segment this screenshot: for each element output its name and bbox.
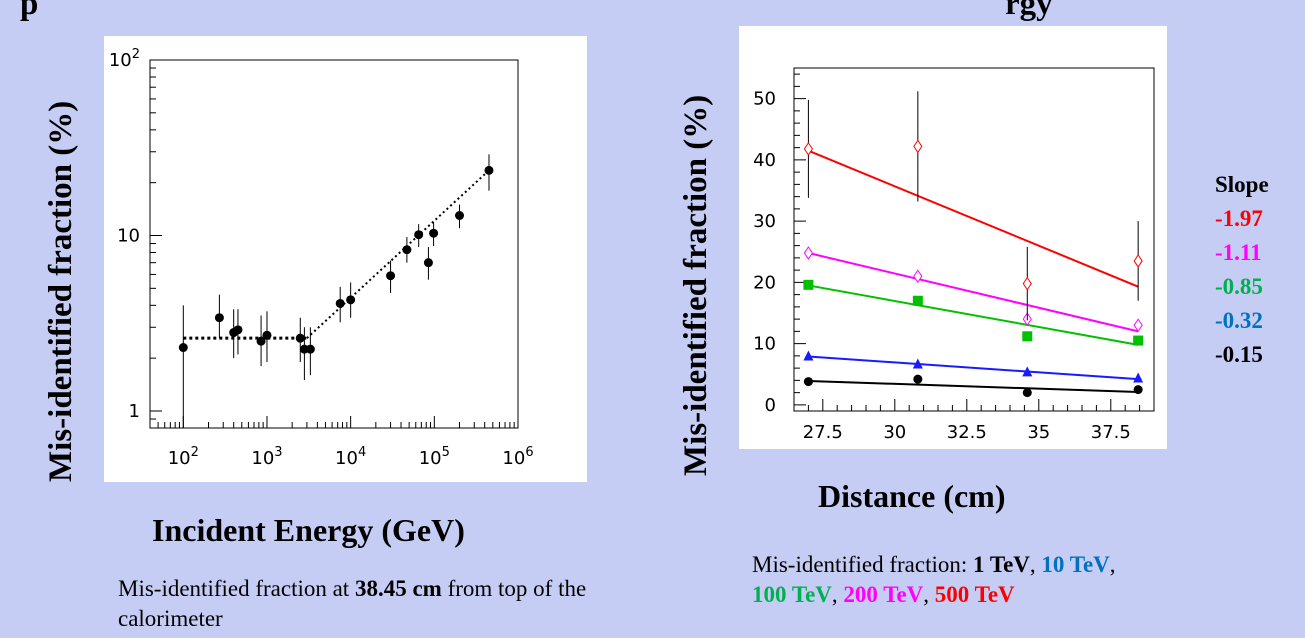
right-x-tick-label: 27.5 — [803, 422, 843, 443]
left-x-tick-label: 103 — [251, 445, 282, 469]
legend-item: 10 TeV — [1041, 552, 1110, 577]
left-data-point — [233, 325, 243, 335]
right-y-tick-label: 50 — [753, 89, 776, 110]
left-y-tick-label: 1 — [129, 401, 140, 422]
left-data-point — [295, 333, 305, 343]
left-plot-frame — [149, 59, 519, 429]
left-data-point — [455, 210, 465, 220]
left-y-tick-label: 102 — [109, 47, 140, 71]
left-data-point — [256, 336, 266, 346]
legend-item: 500 TeV — [934, 582, 1015, 607]
right-y-tick-label: 10 — [753, 334, 776, 355]
slope-value: -1.97 — [1215, 206, 1263, 231]
left-x-tick-label: 106 — [502, 445, 533, 469]
left-data-point — [305, 344, 315, 354]
right-data-point — [1133, 372, 1144, 383]
right-chart: 27.5 30 32.5 35 37.5 0 10 20 30 40 50 — [753, 67, 1155, 443]
left-x-tick-label: 105 — [419, 445, 450, 469]
left-data-point — [214, 313, 224, 323]
left-y-tick-label: 10 — [117, 225, 140, 246]
left-caption-pre: Mis-identified fraction at — [118, 576, 355, 601]
left-data-point — [346, 295, 356, 305]
slope-value: -0.15 — [1215, 342, 1263, 367]
left-data-point — [402, 245, 412, 255]
right-data-point — [1133, 385, 1143, 395]
left-data-point — [484, 165, 494, 175]
left-caption-bold: 38.45 cm — [354, 576, 442, 601]
right-data-point — [913, 374, 923, 384]
left-data-point — [178, 343, 188, 353]
legend-item: 200 TeV — [843, 582, 924, 607]
left-caption: Mis-identified fraction at 38.45 cm from… — [118, 574, 598, 634]
right-data-point — [912, 358, 923, 369]
right-data-point — [1022, 388, 1032, 398]
slope-value: -0.32 — [1215, 308, 1263, 333]
legend-item: 100 TeV — [752, 582, 832, 607]
legend-item: 1 TeV — [973, 552, 1030, 577]
right-x-tick-label: 37.5 — [1091, 422, 1131, 443]
slope-title: Slope — [1215, 172, 1269, 197]
left-x-tick-label: 104 — [335, 445, 366, 469]
right-data-point — [1022, 276, 1032, 291]
left-fit-line — [306, 169, 490, 339]
right-fit-line — [808, 149, 1139, 288]
left-data-point — [386, 271, 396, 281]
left-data-point — [414, 230, 424, 240]
left-x-axis-title: Incident Energy (GeV) — [152, 512, 465, 548]
left-data-point — [262, 330, 272, 340]
right-data-point — [803, 377, 813, 387]
top-cut-text-right: rgy — [1005, 0, 1053, 22]
right-fit-line — [808, 379, 1139, 394]
left-data-point — [335, 298, 345, 308]
right-chart-panel: 27.5 30 32.5 35 37.5 0 10 20 30 40 50 — [739, 26, 1167, 449]
right-data-point — [913, 139, 923, 154]
right-data-point — [1133, 335, 1144, 346]
right-data-point — [803, 246, 814, 260]
legend-line-1: 1 TeV, 10 TeV, — [973, 552, 1116, 577]
left-caption-post: from top of the calorimeter — [118, 576, 587, 631]
legend-line-2: 100 TeV, 200 TeV, 500 TeV — [752, 582, 1015, 607]
slope-list: Slope -1.97 -1.11 -0.85 -0.32 -0.15 — [1215, 168, 1269, 372]
left-y-axis-title: Mis-identified fraction (%) — [43, 100, 79, 482]
right-fit-line — [808, 252, 1139, 333]
right-data-point — [1022, 331, 1033, 342]
right-x-tick-label: 32.5 — [947, 422, 987, 443]
left-data-point — [429, 228, 439, 238]
right-caption: Mis-identified fraction: 1 TeV, 10 TeV, 1… — [752, 550, 1292, 610]
right-data-point — [1133, 254, 1143, 268]
left-chart-panel: 102 103 104 105 106 1 10 102 — [104, 36, 587, 482]
right-data-point — [803, 350, 814, 361]
right-y-axis-title: Mis-identified fraction (%) — [678, 94, 714, 476]
right-data-point — [1022, 366, 1033, 377]
right-data-point — [803, 141, 814, 156]
right-x-axis-title: Distance (cm) — [818, 478, 1006, 514]
right-data-point — [1133, 318, 1143, 333]
left-x-tick-label: 102 — [168, 445, 199, 469]
slope-value: -0.85 — [1215, 274, 1263, 299]
left-data-point — [423, 258, 433, 268]
right-data-point — [803, 279, 814, 290]
slope-value: -1.11 — [1215, 240, 1262, 265]
right-fit-line — [808, 284, 1139, 346]
slope-values: -1.97 -1.11 -0.85 -0.32 -0.15 — [1215, 202, 1269, 372]
right-data-point — [912, 295, 923, 306]
right-plot-frame — [793, 67, 1155, 412]
right-y-tick-label: 20 — [753, 272, 776, 293]
right-x-tick-label: 35 — [1027, 422, 1050, 443]
right-data-point — [913, 269, 923, 284]
right-y-tick-label: 30 — [753, 211, 776, 232]
top-cut-text-left: p — [20, 0, 39, 22]
right-y-tick-label: 0 — [765, 395, 776, 416]
right-x-tick-label: 30 — [883, 422, 906, 443]
left-chart: 102 103 104 105 106 1 10 102 — [109, 47, 534, 469]
right-y-tick-label: 40 — [753, 150, 776, 171]
right-caption-pre: Mis-identified fraction: — [752, 552, 973, 577]
right-fit-line — [808, 355, 1139, 381]
